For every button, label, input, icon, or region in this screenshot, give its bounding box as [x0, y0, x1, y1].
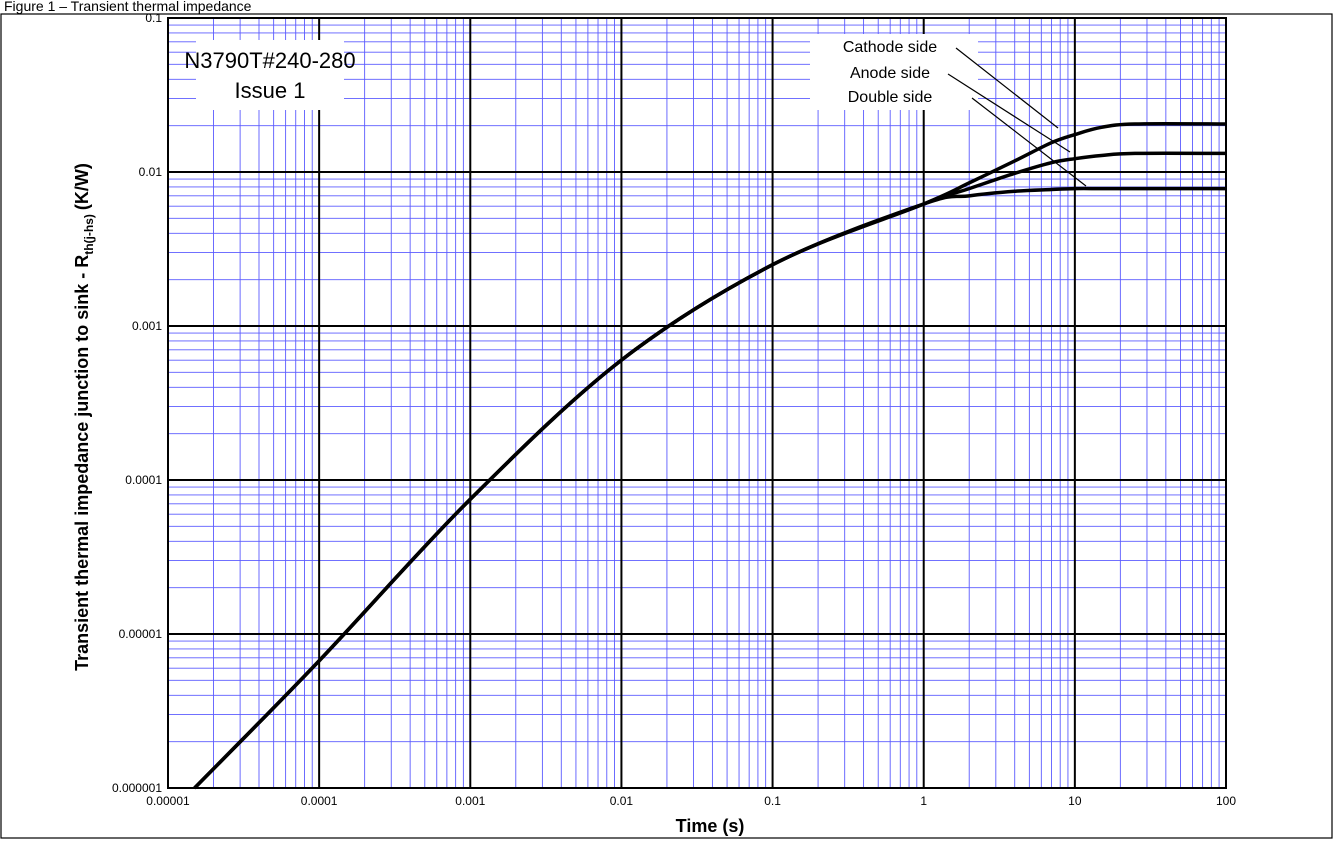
- y-axis-title-main: Transient thermal impedance junction to …: [72, 255, 92, 671]
- y-axis-title-unit: (K/W): [72, 163, 92, 210]
- plot-area-frame: [167, 17, 1227, 789]
- legend-leader-cathode: [955, 47, 1059, 129]
- y-axis-title: Transient thermal impedance junction to …: [72, 163, 96, 671]
- y-tick-label: 0.01: [139, 165, 163, 179]
- x-tick-label: 0.001: [455, 794, 485, 808]
- x-tick-label: 10: [1068, 794, 1082, 808]
- device-label-line2: Issue 1: [235, 78, 306, 103]
- legend: Cathode side Anode side Double side: [810, 34, 1087, 187]
- legend-label-double: Double side: [848, 89, 933, 106]
- minor-gridlines: [168, 18, 1226, 788]
- device-label-line1: N3790T#240-280: [184, 48, 355, 73]
- figure-caption: Figure 1 – Transient thermal impedance: [4, 0, 252, 14]
- y-tick-label: 0.000001: [112, 781, 162, 795]
- x-tick-label: 0.1: [764, 794, 781, 808]
- legend-label-cathode: Cathode side: [843, 39, 937, 56]
- series-line-double-side: [193, 186, 1226, 790]
- x-tick-label: 0.00001: [146, 794, 190, 808]
- device-label-box: N3790T#240-280 Issue 1: [184, 40, 356, 110]
- y-axis-title-subscript: th(j-hs): [82, 214, 96, 255]
- y-tick-label: 0.1: [145, 11, 162, 25]
- x-axis-tick-labels: 0.00001 0.0001 0.001 0.01 0.1 1 10 100: [146, 794, 1236, 808]
- x-tick-label: 0.0001: [301, 794, 338, 808]
- x-tick-label: 100: [1216, 794, 1236, 808]
- y-tick-label: 0.001: [132, 319, 162, 333]
- y-tick-label: 0.0001: [125, 473, 162, 487]
- x-tick-label: 0.01: [610, 794, 634, 808]
- series-lines: [193, 121, 1227, 790]
- y-axis-tick-labels: 0.000001 0.00001 0.0001 0.001 0.01 0.1: [112, 11, 162, 795]
- legend-label-anode: Anode side: [850, 65, 930, 82]
- legend-leader-double: [971, 97, 1087, 187]
- y-tick-label: 0.00001: [119, 627, 163, 641]
- x-tick-label: 1: [920, 794, 927, 808]
- figure-border: [0, 13, 1333, 839]
- x-axis-title: Time (s): [676, 816, 745, 836]
- legend-leader-anode: [947, 73, 1071, 153]
